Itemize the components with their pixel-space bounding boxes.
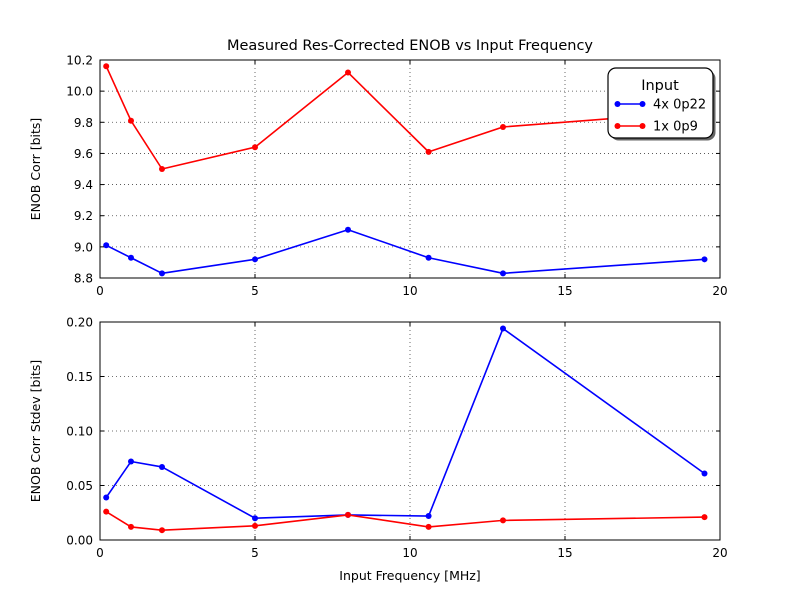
legend-title: Input [641,78,679,94]
bottom-y-axis-label: ENOB Corr Stdev [bits] [28,360,43,502]
y-tick-label: 9.6 [74,147,93,161]
data-point [252,256,258,263]
data-point [128,523,134,530]
data-point [345,511,351,518]
legend-marker-icon [614,123,621,129]
data-point [103,508,110,515]
y-tick-label: 0.00 [66,534,93,548]
data-point [701,514,708,521]
data-point [252,144,258,151]
x-tick-label: 10 [402,546,417,560]
x-tick-label: 10 [402,284,417,298]
y-tick-label: 9.0 [74,240,93,254]
data-point [103,242,110,249]
bottom-plot: 0 5 10 15 20 0.00 0.05 0.10 0.15 0.20 [66,316,727,561]
data-point [128,254,134,261]
data-point [701,256,708,263]
data-point [500,270,506,277]
data-point [128,117,134,124]
data-point [252,522,258,529]
y-tick-label: 0.15 [66,370,93,384]
legend-entry-1x0p9: 1x 0p9 [653,120,698,135]
y-tick-label: 8.8 [74,272,93,286]
data-point [159,166,165,172]
y-tick-label: 0.05 [66,479,93,493]
x-tick-label: 20 [712,284,727,298]
data-point [425,523,432,530]
data-point [103,494,110,501]
legend-marker-icon [639,101,646,107]
y-tick-label: 0.20 [66,316,93,330]
x-tick-label: 5 [251,284,259,298]
y-tick-label: 9.4 [74,178,93,192]
legend-marker-icon [639,123,646,129]
top-y-axis-label: ENOB Corr [bits] [28,118,43,221]
legend-entry-4x0p22: 4x 0p22 [653,98,706,113]
chart-title: Measured Res-Corrected ENOB vs Input Fre… [227,38,593,54]
data-point [128,458,134,465]
top-plot: 0 5 10 15 20 8.8 9.0 9.2 9.4 9.6 9.8 10.0 10.2 [66,54,727,299]
series-line-1x-0p9 [105,65,705,170]
y-tick-label: 10.0 [66,85,93,99]
data-point [500,325,506,332]
data-point [159,463,165,470]
data-point [425,513,432,520]
data-point [345,226,351,233]
series-line-4x-0p22 [105,228,705,275]
legend-box [607,67,714,139]
legend: Input 4x 0p22 1x 0p9 [607,67,716,141]
y-tick-label: 9.2 [74,209,93,223]
x-axis-label: Input Frequency [MHz] [339,568,480,583]
x-tick-label: 15 [557,546,572,560]
y-tick-label: 0.10 [66,425,93,439]
data-point [500,517,506,524]
series-line-1x-0p9 [105,510,705,531]
y-tick-label: 9.8 [74,116,93,130]
data-point [252,515,258,522]
data-point [345,69,351,76]
x-tick-label: 20 [712,546,727,560]
data-point [701,470,708,477]
data-point [103,63,110,70]
data-point [425,254,432,261]
data-point [500,123,506,130]
x-tick-label: 5 [251,546,259,560]
data-point [425,148,432,155]
x-tick-label: 0 [96,546,104,560]
x-tick-label: 15 [557,284,572,298]
x-tick-label: 0 [96,284,104,298]
series-line-4x-0p22 [105,327,705,520]
data-point [159,270,165,277]
legend-marker-icon [614,101,621,107]
data-point [159,527,165,534]
y-tick-label: 10.2 [66,54,93,68]
